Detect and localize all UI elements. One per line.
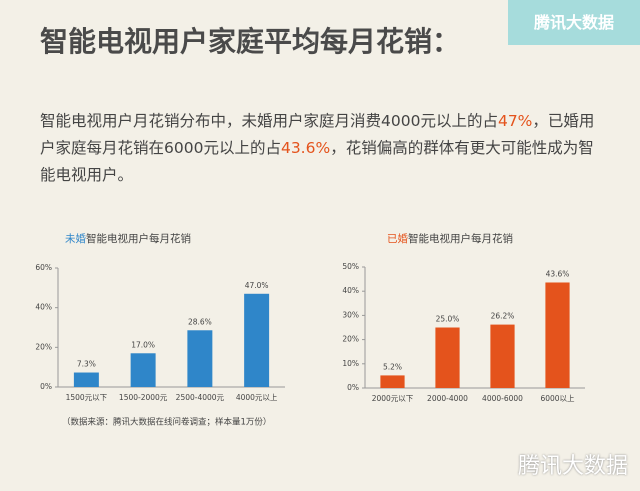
x-tick-label: 6000以上 [540, 394, 575, 403]
y-tick-label: 40% [342, 286, 359, 295]
logo: 腾讯大数据 [508, 0, 640, 45]
bar [73, 372, 99, 387]
footnote: （数据来源：腾讯大数据在线问卷调查；样本量1万份） [62, 417, 271, 428]
bar [380, 375, 405, 388]
bar [545, 282, 570, 388]
intro-part: ，花销偏高的群体有更大可能性成为智能电视用户。 [40, 139, 594, 184]
intro-highlight: 47% [497, 112, 533, 130]
y-tick-label: 40% [35, 303, 52, 312]
chart-title: 已婚智能电视用户每月花销 [387, 232, 513, 245]
chart-title-highlight: 未婚 [65, 232, 86, 245]
value-label: 28.6% [188, 317, 212, 326]
x-tick-label: 2500-4000元 [176, 393, 225, 402]
chart-title: 未婚智能电视用户每月花销 [65, 232, 191, 245]
x-tick-label: 1500元以下 [66, 393, 108, 402]
chart-title-text: 智能电视用户每月花销 [408, 232, 513, 245]
chart-title-text: 智能电视用户每月花销 [86, 232, 191, 245]
chart-title-highlight: 已婚 [387, 232, 408, 245]
intro-part: 智能电视用户月花销分布中，未婚用户家庭月消费4000元以上的占 [40, 112, 498, 130]
x-tick-label: 2000-4000 [427, 394, 468, 403]
watermark: 腾讯大数据 [518, 454, 629, 479]
intro-highlight: 43.6% [280, 139, 331, 157]
value-label: 17.0% [131, 340, 155, 349]
bar [187, 330, 213, 387]
x-tick-label: 2000元以下 [372, 394, 414, 403]
value-label: 26.2% [491, 312, 515, 321]
x-tick-label: 4000元以上 [236, 393, 278, 402]
x-tick-label: 1500-2000元 [119, 393, 168, 402]
x-tick-label: 4000-6000 [482, 394, 523, 403]
y-tick-label: 30% [342, 310, 359, 319]
value-label: 7.3% [77, 360, 96, 369]
value-label: 5.2% [383, 362, 402, 371]
value-label: 25.0% [436, 315, 460, 324]
y-tick-label: 20% [35, 342, 52, 351]
bar [130, 353, 156, 387]
intro-text: 智能电视用户月花销分布中，未婚用户家庭月消费4000元以上的占47%，已婚用户家… [40, 108, 605, 189]
y-tick-label: 0% [40, 382, 52, 391]
bar [490, 324, 515, 388]
headline: 智能电视用户家庭平均每月花销： [40, 25, 461, 58]
bar [435, 327, 460, 388]
y-tick-label: 50% [342, 262, 359, 271]
y-tick-label: 60% [35, 263, 52, 272]
intro-part: ，已婚用户家庭每月花销在6000元以上的占 [40, 112, 595, 157]
y-tick-label: 10% [342, 359, 359, 368]
y-tick-label: 20% [342, 335, 359, 344]
bar [244, 293, 270, 387]
value-label: 43.6% [546, 269, 570, 278]
y-tick-label: 0% [347, 383, 359, 392]
value-label: 47.0% [245, 281, 269, 290]
